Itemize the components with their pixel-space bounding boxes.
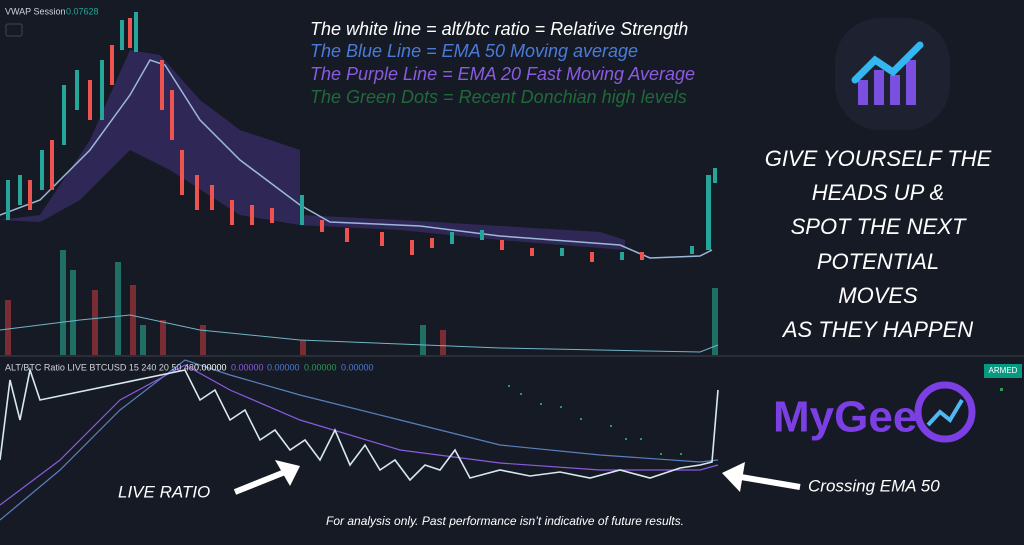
legend-note: The Green Dots = Recent Donchian high le… [310,87,687,107]
arrow-head [275,460,300,486]
headline: HEADS UP & [812,180,944,205]
arrow [734,473,801,490]
sub-value: 0.00000 [231,362,264,372]
disclaimer: For analysis only. Past performance isn’… [326,514,684,528]
arrow [233,467,292,495]
annotation: Crossing EMA 50 [808,476,940,495]
ema20-line [0,364,719,506]
brand-logo: MyGee [773,393,917,442]
armed-text: ARMED [989,366,1018,375]
ema50-line [0,359,719,521]
legend-note: The Purple Line = EMA 20 Fast Moving Ave… [310,64,695,84]
collapse-button[interactable] [5,23,23,37]
sub-value: 0.00000 [194,362,227,372]
arrow-head [722,462,745,492]
vwap-band [0,50,625,250]
vwap-line [0,59,713,259]
sub-indicator-name: ALT/BTC Ratio LIVE BTCUSD 15 240 20 50 4… [5,362,194,372]
volume-ma [0,314,719,353]
legend-note: The Blue Line = EMA 50 Moving average [310,41,638,61]
brand-arrow [926,398,964,427]
annotation: LIVE RATIO [118,482,210,501]
indicator-value: 0.07628 [66,6,99,16]
icon-arrow [851,41,924,84]
legend-note: The white line = alt/btc ratio = Relativ… [310,19,688,39]
sub-value: 0.00000 [304,362,337,372]
sub-value: 0.00000 [267,362,300,372]
headline: POTENTIAL [817,249,939,274]
headline: AS THEY HAPPEN [781,317,973,342]
indicator-name: VWAP Session [5,6,66,16]
volume-red [5,285,446,355]
headline: SPOT THE NEXT [791,214,967,239]
icon-bars [858,60,916,105]
ratio-line [0,366,719,482]
headline: MOVES [838,283,918,308]
sub-value: 0.00000 [341,362,374,372]
brand-circle [914,381,976,443]
armed-badge [984,364,1022,378]
headline: GIVE YOURSELF THE [765,146,992,171]
